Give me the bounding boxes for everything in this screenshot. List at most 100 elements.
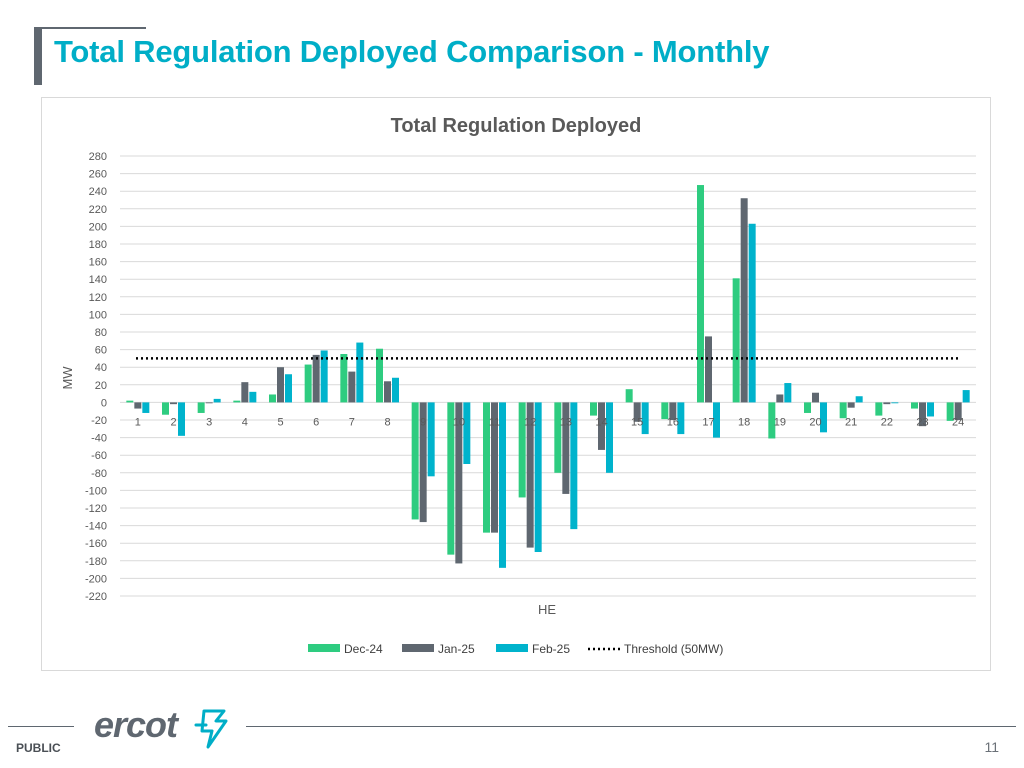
bar-jan-25-he23 [919,402,926,427]
bar-jan-25-he5 [277,367,284,403]
x-tick-label: 18 [738,416,750,428]
title-accent-line [42,27,146,29]
bar-jan-25-he22 [883,402,891,405]
footer-divider-left [8,726,74,727]
bar-jan-25-he10 [455,402,463,564]
bar-feb-25-he5 [285,374,292,403]
x-tick-label: 16 [667,416,679,428]
bar-feb-25-he24 [962,390,970,403]
bars-layer [126,185,970,568]
bar-jan-25-he13 [562,402,570,494]
bar-feb-25-he10 [463,402,471,464]
y-tick-label: 120 [89,292,107,304]
bar-jan-25-he20 [812,392,819,403]
legend-label: Dec-24 [344,642,383,656]
bar-dec-24-he20 [804,402,811,413]
bar-dec-24-he17 [697,185,704,403]
x-tick-label: 12 [524,416,536,428]
bar-dec-24-he15 [625,389,633,403]
x-tick-label: 10 [453,416,465,428]
y-tick-label: -160 [85,538,107,550]
bar-feb-25-he8 [392,377,399,403]
x-tick-label: 23 [916,416,928,428]
y-tick-label: -180 [85,556,107,568]
legend-label: Threshold (50MW) [624,642,723,656]
x-tick-label: 20 [809,416,821,428]
bar-feb-25-he14 [606,402,613,473]
bar-jan-25-he7 [348,371,356,403]
y-tick-label: 60 [95,345,107,357]
bar-jan-25-he24 [954,402,962,420]
bar-jan-25-he18 [740,198,748,403]
x-tick-label: 11 [489,416,500,428]
bar-dec-24-he5 [269,394,276,403]
bar-feb-25-he3 [213,398,221,403]
bar-jan-25-he8 [384,381,391,403]
bar-dec-24-he21 [839,402,847,419]
bar-jan-25-he21 [847,402,855,408]
regulation-chart: Total Regulation Deployed MW HE -220-200… [60,115,976,656]
x-tick-label: 5 [277,416,283,428]
bar-dec-24-he2 [162,402,169,415]
x-tick-label: 14 [595,416,607,428]
x-tick-label: 8 [384,416,390,428]
y-tick-label: 260 [89,169,107,181]
x-tick-label: 22 [881,416,893,428]
x-tick-label: 3 [206,416,212,428]
y-tick-label: 240 [89,186,107,198]
bar-jan-25-he16 [669,402,677,420]
bar-dec-24-he4 [233,400,241,403]
bar-jan-25-he4 [241,382,249,403]
y-tick-label: 20 [95,380,107,392]
y-tick-label: 140 [89,274,107,286]
y-tick-label: -200 [85,573,107,585]
page-number: 11 [984,739,999,755]
bar-jan-25-he17 [705,336,712,403]
y-tick-label: 220 [89,204,107,216]
bar-feb-25-he19 [784,383,792,403]
bar-jan-25-he2 [170,402,177,405]
legend-label: Jan-25 [438,642,475,656]
legend-swatch-feb-25 [496,644,528,652]
bar-dec-24-he18 [732,278,740,403]
legend-swatch-jan-25 [402,644,434,652]
title-accent-bar [34,27,42,85]
bar-feb-25-he13 [570,402,578,530]
bar-jan-25-he3 [205,402,213,404]
bar-jan-25-he12 [526,402,534,548]
bar-feb-25-he11 [499,402,506,568]
ercot-logo-text: ercot [94,704,180,745]
x-tick-label: 15 [631,416,643,428]
bar-dec-24-he14 [590,402,597,416]
bar-dec-24-he10 [447,402,455,555]
bar-dec-24-he24 [946,402,954,421]
y-tick-label: 280 [89,151,107,163]
y-axis-label: MW [60,366,75,390]
bar-dec-24-he23 [911,402,918,409]
bar-feb-25-he6 [320,350,328,403]
x-tick-label: 4 [242,416,248,428]
footer-public-label: PUBLIC [16,741,61,755]
y-tick-label: -140 [85,521,107,533]
grid-layer: -220-200-180-160-140-120-100-80-60-40-20… [85,151,976,603]
bar-feb-25-he17 [713,402,720,438]
y-tick-label: 100 [89,309,107,321]
bar-feb-25-he1 [142,402,150,413]
bar-dec-24-he12 [518,402,526,498]
x-tick-label: 24 [952,416,964,428]
bar-dec-24-he11 [483,402,490,533]
bar-feb-25-he2 [178,402,185,436]
y-tick-label: 180 [89,239,107,251]
legend: Dec-24 Jan-25 Feb-25 Threshold (50MW) [308,642,723,656]
bar-feb-25-he23 [927,402,934,417]
bar-jan-25-he6 [312,354,320,403]
bar-feb-25-he16 [677,402,685,435]
y-tick-label: 40 [95,362,107,374]
bar-feb-25-he20 [820,402,827,433]
x-tick-label: 19 [774,416,786,428]
x-tick-label: 7 [349,416,355,428]
chart-frame: Total Regulation Deployed MW HE -220 -200… [41,97,991,671]
bar-jan-25-he19 [776,394,784,403]
bar-dec-24-he22 [875,402,883,416]
ercot-logo: ercot [94,704,228,749]
